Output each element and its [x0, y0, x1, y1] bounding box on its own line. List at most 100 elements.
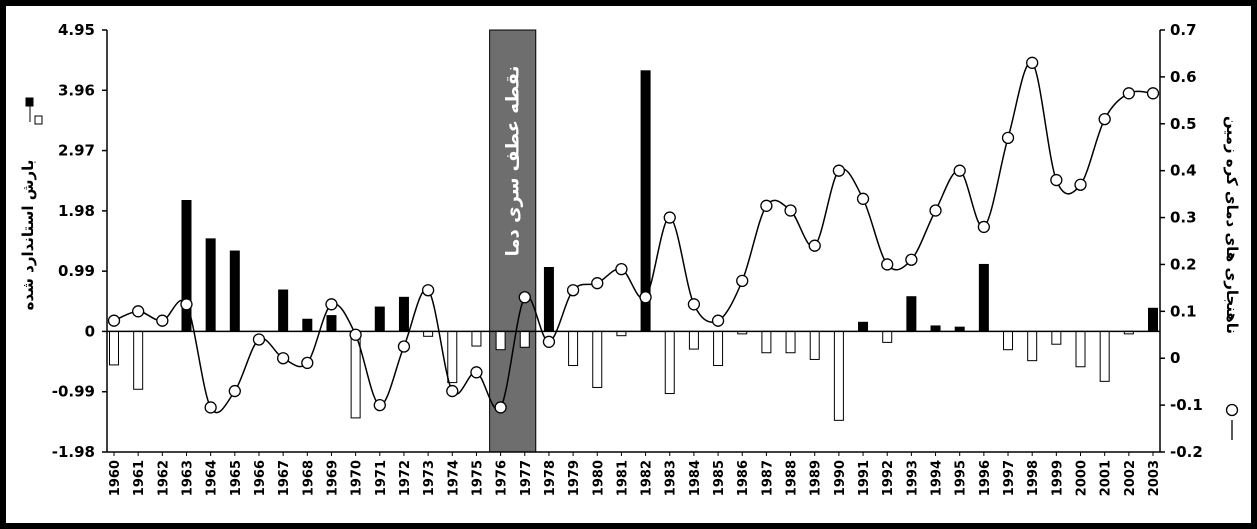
x-tick-label-1982: 1982 [640, 460, 655, 496]
line-point-1983 [663, 211, 676, 224]
line-point-1994 [929, 204, 942, 217]
bar-1997 [1003, 330, 1014, 351]
x-tick-label-1986: 1986 [736, 460, 751, 496]
line-point-1960 [107, 314, 121, 327]
temperature-line [113, 61, 1154, 414]
right-tick-label: 0.1 [1170, 302, 1197, 320]
line-point-1972 [397, 340, 411, 353]
line-point-1997 [1001, 131, 1015, 144]
right-tick-label: 0.4 [1170, 162, 1197, 180]
line-point-1984 [687, 298, 701, 311]
line-point-1976 [494, 401, 507, 414]
line-point-1998 [1026, 56, 1039, 69]
line-point-1973 [421, 284, 435, 297]
line-point-1996 [977, 220, 991, 234]
line-point-1962 [156, 314, 169, 327]
line-point-1967 [276, 352, 290, 365]
right-tick-label: -0.2 [1170, 443, 1203, 461]
x-tick-label-1975: 1975 [470, 460, 485, 496]
x-tick-label-1993: 1993 [905, 460, 920, 496]
x-tick-label-1962: 1962 [156, 460, 171, 496]
x-tick-label-1976: 1976 [495, 460, 510, 496]
x-tick-label-1983: 1983 [664, 460, 679, 496]
line-layer [107, 56, 1160, 414]
bar-1998 [1027, 330, 1038, 362]
bar-1968 [302, 318, 313, 332]
left-tick-label: 4.95 [58, 21, 95, 39]
line-point-1981 [615, 262, 628, 276]
text-layer: نقطه عطف سری دما 4.95 3.96 2.97 1.98 0.99 0 -0.… [19, 21, 1241, 496]
bar-1980 [592, 330, 603, 388]
x-tick-label-1996: 1996 [978, 460, 993, 496]
left-tick-label: 0.99 [58, 262, 95, 280]
legend-layer [25, 97, 1239, 440]
bar-1967 [278, 289, 289, 332]
legend-negative-bar-icon [34, 115, 43, 125]
bar-1978 [543, 266, 554, 332]
left-tick-label: 1.98 [58, 202, 95, 220]
right-axis-label: ناهنجاری های دمای کره زمین [1223, 116, 1241, 334]
line-point-1966 [252, 333, 266, 346]
line-point-1985 [711, 314, 725, 327]
bar-1964 [205, 238, 216, 332]
left-tick-label: 3.96 [58, 81, 95, 99]
bar-1960 [109, 330, 119, 366]
right-tick-label: 0 [1170, 349, 1180, 367]
x-tick-label-1995: 1995 [954, 460, 969, 496]
bar-1988 [785, 330, 796, 354]
x-tick-label-1970: 1970 [350, 460, 365, 496]
line-point-1980 [591, 277, 604, 290]
x-tick-label-1990: 1990 [833, 460, 848, 496]
line-point-1992 [881, 258, 894, 271]
line-point-1986 [736, 274, 749, 288]
x-tick-label-1981: 1981 [615, 460, 630, 496]
bar-1965 [229, 250, 240, 332]
line-point-2002 [1122, 87, 1135, 100]
annotation-band [489, 29, 537, 453]
bar-1976 [495, 330, 506, 351]
bar-1972 [398, 296, 409, 332]
right-tick-label: -0.1 [1170, 396, 1203, 414]
line-point-1964 [204, 401, 217, 414]
x-tick-label-1974: 1974 [446, 460, 461, 496]
line-point-1989 [808, 239, 821, 252]
line-point-1999 [1050, 173, 1063, 187]
x-tick-label-1992: 1992 [881, 460, 896, 496]
right-tick-label: 0.5 [1170, 115, 1197, 133]
x-tick-label-1979: 1979 [567, 460, 582, 496]
line-point-1990 [832, 164, 846, 177]
line-point-2001 [1098, 112, 1111, 126]
x-tick-label-1967: 1967 [277, 460, 292, 496]
line-point-1982 [639, 291, 652, 304]
line-point-1971 [373, 398, 386, 412]
line-point-1993 [905, 253, 918, 266]
line-point-1978 [542, 335, 556, 348]
legend-marker-icon [1225, 403, 1239, 417]
bar-1969 [326, 315, 337, 332]
x-tick-label-1989: 1989 [809, 460, 824, 496]
line-point-1988 [784, 204, 797, 217]
bar-1987 [761, 330, 772, 354]
right-tick-label: 0.2 [1170, 255, 1197, 273]
x-tick-label-1987: 1987 [760, 460, 775, 496]
x-tick-label-1991: 1991 [857, 460, 872, 496]
line-point-1975 [470, 366, 483, 379]
line-point-2000 [1074, 178, 1087, 191]
bar-1971 [374, 306, 385, 332]
right-tick-label: 0.3 [1170, 209, 1197, 227]
x-tick-label-1966: 1966 [253, 460, 268, 496]
line-point-1987 [760, 199, 773, 212]
x-tick-label-1977: 1977 [519, 460, 534, 496]
bar-1994 [930, 325, 941, 332]
line-point-1968 [301, 356, 314, 370]
line-point-1969 [325, 298, 338, 311]
bar-1992 [882, 330, 893, 343]
x-tick-label-1985: 1985 [712, 460, 727, 496]
line-point-1995 [953, 164, 966, 177]
x-tick-label-1961: 1961 [132, 460, 147, 496]
bar-2000 [1075, 330, 1086, 368]
line-point-1977 [518, 291, 531, 304]
x-tick-label-1984: 1984 [688, 460, 703, 496]
left-tick-label: -1.98 [52, 443, 95, 461]
